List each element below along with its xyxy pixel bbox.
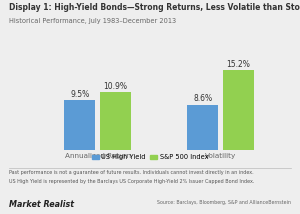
Bar <box>223 70 254 150</box>
Bar <box>64 100 95 150</box>
Text: Past performance is not a guarantee of future results. Individuals cannot invest: Past performance is not a guarantee of f… <box>9 170 253 175</box>
Text: Historical Performance, July 1983–December 2013: Historical Performance, July 1983–Decemb… <box>9 18 176 24</box>
Bar <box>100 92 131 150</box>
Text: Display 1: High-Yield Bonds—Strong Returns, Less Volatile than Stocks: Display 1: High-Yield Bonds—Strong Retur… <box>9 3 300 12</box>
Legend: US High Yield, S&P 500 Index: US High Yield, S&P 500 Index <box>92 154 208 160</box>
Text: US High Yield is represented by the Barclays US Corporate High-Yield 2% Issuer C: US High Yield is represented by the Barc… <box>9 179 254 184</box>
Text: 10.9%: 10.9% <box>103 82 127 91</box>
Text: Market Realist: Market Realist <box>9 200 74 209</box>
Text: Source: Barclays, Bloomberg, S&P and AllianceBernstein: Source: Barclays, Bloomberg, S&P and All… <box>157 200 291 205</box>
Bar <box>187 105 218 150</box>
Text: 8.6%: 8.6% <box>193 94 212 103</box>
Text: 15.2%: 15.2% <box>226 59 250 68</box>
Text: 9.5%: 9.5% <box>70 89 89 98</box>
